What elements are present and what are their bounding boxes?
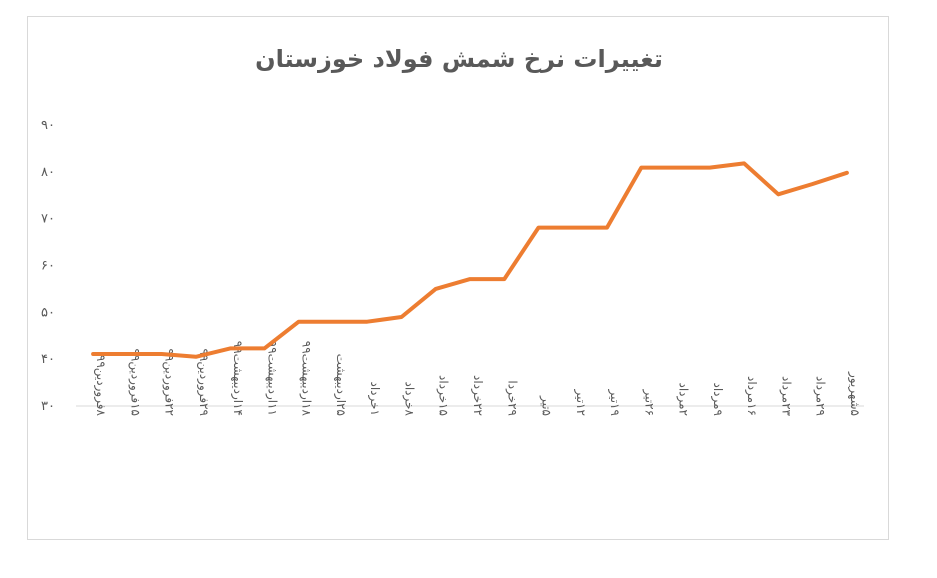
chart-title: تغییرات نرخ شمش فولاد خوزستان [255,45,663,73]
y-tick-label: ۶۰ [41,259,55,274]
x-tick-label: ۱۵فروردین۹۹ [127,348,142,416]
x-tick-label: ۲مرداد [676,382,691,416]
x-tick-label: ۸فروردین۹۹ [93,355,108,417]
y-tick-label: ۷۰ [41,212,55,227]
line-chart: ۳۰ ۴۰ ۵۰ ۶۰ ۷۰ ۸۰ ۹۰ ۸فروردین۹۹ ۱۵فروردین۹۹ ۲۲فر… [41,118,864,417]
x-axis-ticks: ۸فروردین۹۹ ۱۵فروردین۹۹ ۲۲فروردین۹۹ ۲۹فروردی… [93,341,862,417]
x-tick-label: ۲۲خرداد [470,375,485,416]
y-tick-label: ۹۰ [41,118,55,133]
y-tick-label: ۸۰ [41,165,55,180]
series-line [91,161,849,359]
x-tick-label: ۱۶مرداد [744,376,759,416]
x-tick-label: ۹مرداد [710,382,725,416]
x-tick-label: ۲۵اردیبهشت [333,354,348,416]
y-tick-label: ۵۰ [41,305,55,320]
x-tick-label: ۱خرداد [367,381,382,416]
x-tick-label: ۲۹مرداد [813,376,828,416]
series-layer [91,161,849,359]
x-tick-label: ۵تیر [539,395,554,416]
x-tick-label: ۸خرداد [401,381,416,416]
x-tick-label: ۱۱اردیبهشت۹۹ [264,341,279,416]
x-tick-label: ۲۹فروردین۹۹ [196,348,211,416]
y-tick-label: ۳۰ [41,399,55,414]
x-tick-label: ۲۲فروردین۹۹ [162,348,177,416]
chart-frame: تغییرات نرخ شمش فولاد خوزستان ۳۰ ۴۰ ۵۰ ۶۰ ۷۰… [27,16,889,540]
x-tick-label: ۱۹تیر [607,389,622,416]
y-tick-label: ۴۰ [41,352,55,367]
x-tick-label: ۲۳مرداد [778,376,793,417]
x-tick-label: ۱۸اردیبهشت۹۹ [299,341,314,417]
x-tick-label: ۱۵خرداد [436,375,451,416]
x-tick-label: ۵شهریور [847,371,862,416]
x-tick-label: ۲۹خردا [504,380,519,416]
x-tick-label: ۲۶تیر [641,389,656,416]
x-tick-label: ۱۴اردیبهشت۹۹ [230,341,245,416]
x-tick-label: ۱۲تیر [573,389,588,416]
y-axis-ticks: ۳۰ ۴۰ ۵۰ ۶۰ ۷۰ ۸۰ ۹۰ [41,118,55,414]
